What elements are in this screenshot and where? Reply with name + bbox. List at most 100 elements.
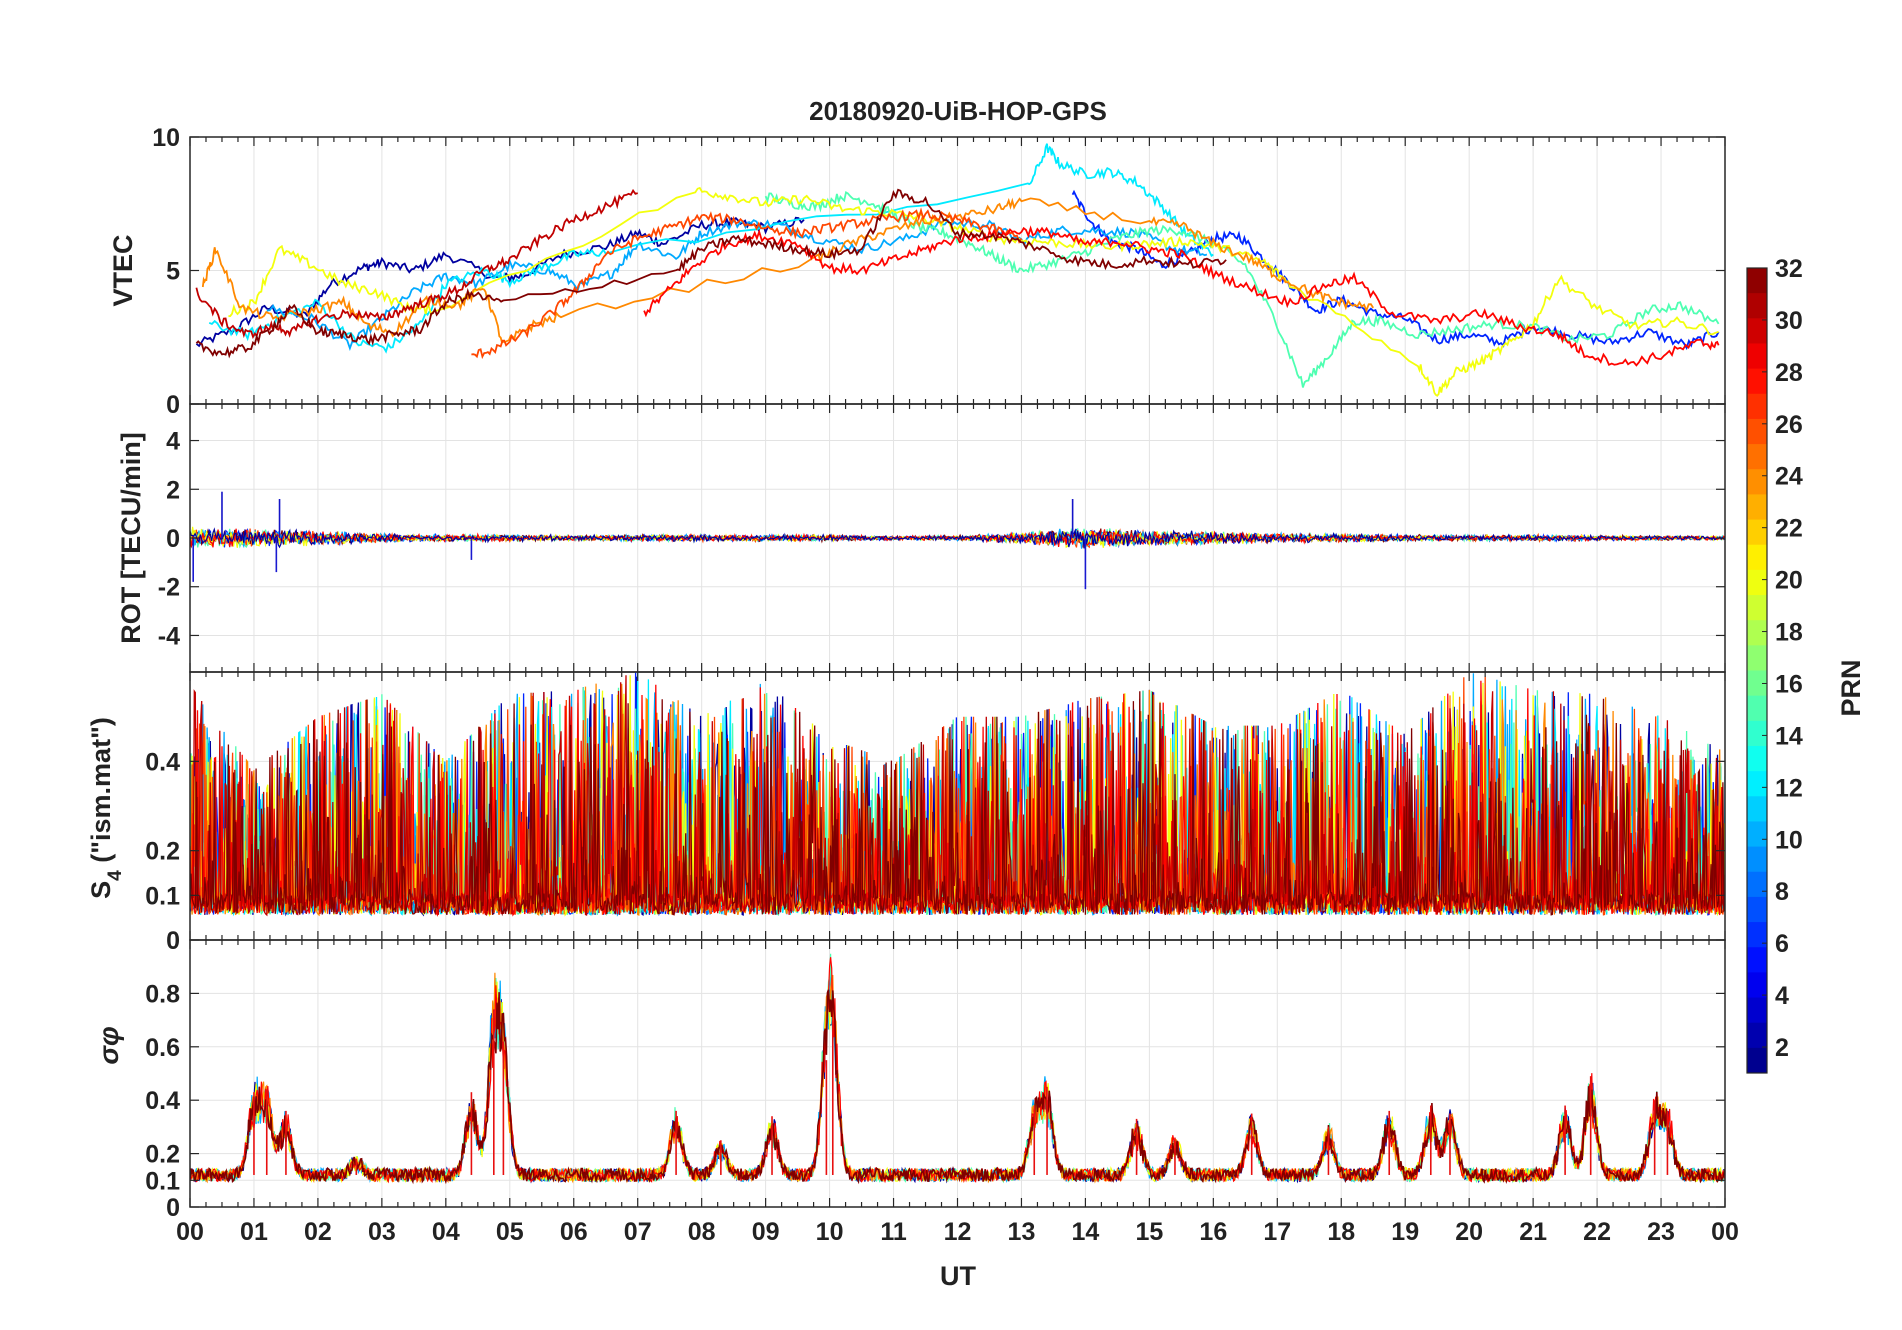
x-tick-label: 08 xyxy=(688,1218,716,1246)
colorbar-band xyxy=(1747,620,1767,646)
colorbar-tick-label: 2 xyxy=(1775,1034,1789,1062)
sigma_phi-y-tick-label: 0.1 xyxy=(145,1167,180,1195)
colorbar-band xyxy=(1747,695,1767,722)
colorbar-tick-label: 6 xyxy=(1775,930,1789,958)
colorbar-band xyxy=(1747,368,1767,395)
x-tick-label: 10 xyxy=(816,1218,844,1246)
vtec-series-line xyxy=(201,197,1374,344)
colorbar-band xyxy=(1747,544,1767,571)
colorbar-tick-label: 30 xyxy=(1775,307,1803,335)
x-tick-label: 07 xyxy=(624,1218,652,1246)
colorbar-tick-label: 8 xyxy=(1775,878,1789,906)
s4-label-rest: ("ism.mat") xyxy=(86,717,116,870)
vtec-series-line xyxy=(471,207,1023,360)
x-tick-label: 02 xyxy=(304,1218,332,1246)
x-tick-label: 13 xyxy=(1008,1218,1036,1246)
colorbar-band xyxy=(1747,896,1767,923)
s4-axis-label: S4 ("ism.mat") xyxy=(86,717,126,899)
colorbar-tick-label: 32 xyxy=(1775,255,1803,283)
x-tick-label: 19 xyxy=(1391,1218,1419,1246)
colorbar-band xyxy=(1747,796,1767,822)
colorbar-band xyxy=(1747,393,1767,420)
colorbar-band xyxy=(1747,1022,1767,1049)
vtec-axis-label: VTEC xyxy=(108,234,138,306)
x-tick-label: 20 xyxy=(1455,1218,1483,1246)
rot-y-tick-label: 0 xyxy=(166,525,180,553)
chart-title: 20180920-UiB-HOP-GPS xyxy=(809,96,1107,126)
sigma-phi-series-line xyxy=(190,989,1725,1185)
x-tick-labels: 00 01 02 03 04 05 06 07 08 09 10 11 12 13 14 15 16 17 18 19… xyxy=(176,1218,1739,1246)
vtec-series-line xyxy=(195,188,1227,359)
rot-y-tick-label: -2 xyxy=(158,574,180,602)
colorbar-tick-label: 4 xyxy=(1775,982,1789,1010)
s4-y-tick-label: 0 xyxy=(166,927,180,955)
sigma_phi-data xyxy=(190,953,1725,1185)
x-tick-label: 00 xyxy=(1711,1218,1739,1246)
rot-panel: -4 -2 0 2 4 xyxy=(158,403,1726,673)
colorbar-band xyxy=(1747,922,1767,948)
sigma-phi-panel: 00.10.2 0.4 0.6 0.8 xyxy=(145,939,1726,1222)
colorbar-band xyxy=(1747,771,1767,797)
vtec-series-line xyxy=(266,218,1208,352)
colorbar-band xyxy=(1747,745,1767,772)
colorbar-tick-label: 16 xyxy=(1775,670,1803,698)
s4-label-main: S xyxy=(86,881,116,899)
x-tick-label: 16 xyxy=(1199,1218,1227,1246)
x-tick-label: 22 xyxy=(1583,1218,1611,1246)
x-tick-label: 23 xyxy=(1647,1218,1675,1246)
s4-data xyxy=(190,672,1725,918)
x-tick-label: 03 xyxy=(368,1218,396,1246)
sigma_phi-y-tick-label: 0 xyxy=(166,1194,180,1222)
colorbar-band xyxy=(1747,343,1767,370)
x-tick-label: 14 xyxy=(1072,1218,1100,1246)
s4-y-tick-label: 0.2 xyxy=(145,838,180,866)
x-tick-label: 17 xyxy=(1263,1218,1291,1246)
vtec-series-line xyxy=(195,216,805,348)
rot-y-tick-label: 4 xyxy=(166,428,180,456)
colorbar-band xyxy=(1747,947,1767,973)
colorbar-band xyxy=(1747,997,1767,1024)
x-tick-label: 05 xyxy=(496,1218,524,1246)
x-tick-label: 01 xyxy=(240,1218,268,1246)
colorbar-band xyxy=(1747,444,1767,470)
x-tick-label: 15 xyxy=(1135,1218,1163,1246)
vtec-series-line xyxy=(195,188,638,339)
s4-series-line xyxy=(190,691,1725,917)
colorbar-band xyxy=(1747,268,1767,294)
rot-axis-label: ROT [TECU/min] xyxy=(116,432,146,643)
colorbar-band xyxy=(1747,519,1767,546)
sigma_phi-y-tick-label: 0.6 xyxy=(145,1034,180,1062)
vtec-y-tick-label: 0 xyxy=(166,391,180,419)
colorbar-band xyxy=(1747,494,1767,521)
vtec-data xyxy=(195,143,1720,397)
colorbar-tick-label: 12 xyxy=(1775,774,1803,802)
colorbar-tick-label: 18 xyxy=(1775,619,1803,647)
s4-y-tick-label: 0.4 xyxy=(145,748,180,776)
vtec-y-tick-label: 5 xyxy=(166,258,180,286)
colorbar-label: PRN xyxy=(1836,659,1866,716)
colorbar-tick-label: 10 xyxy=(1775,826,1803,854)
colorbar-band xyxy=(1747,645,1767,671)
x-tick-label: 04 xyxy=(432,1218,460,1246)
sigma-phi-series-line xyxy=(190,957,1725,1184)
x-tick-label: 09 xyxy=(752,1218,780,1246)
rot-data xyxy=(190,491,1725,590)
s4-series-line xyxy=(190,680,1725,917)
colorbar-band xyxy=(1747,871,1767,898)
colorbar-band xyxy=(1747,293,1767,319)
colorbar-band xyxy=(1747,821,1767,848)
colorbar-band xyxy=(1747,720,1767,747)
colorbar-tick-label: 14 xyxy=(1775,722,1803,750)
rot-y-tick-label: 2 xyxy=(166,476,180,504)
colorbar-tick-label: 26 xyxy=(1775,411,1803,439)
rot-y-tick-label: -4 xyxy=(158,622,180,650)
x-tick-label: 12 xyxy=(944,1218,972,1246)
colorbar-band xyxy=(1747,418,1767,445)
colorbar-tick-label: 28 xyxy=(1775,359,1803,387)
colorbar-band xyxy=(1747,670,1767,697)
sigma_phi-y-tick-label: 0.8 xyxy=(145,980,180,1008)
s4-y-tick-label: 0.1 xyxy=(145,882,180,910)
colorbar-tick-label: 20 xyxy=(1775,567,1803,595)
